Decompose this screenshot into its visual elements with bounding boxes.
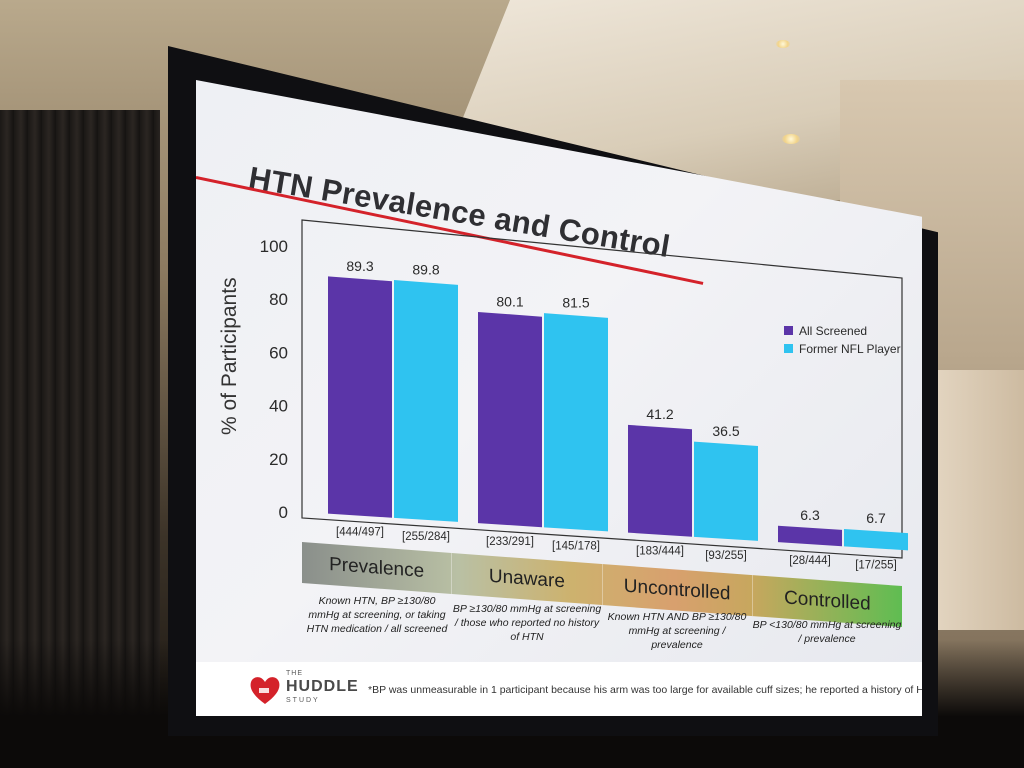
bar-count-label: [183/444] — [636, 546, 684, 558]
bar-value-label: 6.3 — [800, 507, 820, 523]
slide: HTN Prevalence and Control % of Particip… — [196, 80, 922, 716]
heart-helmet-icon — [250, 677, 280, 704]
slide-footer: THE HUDDLE STUDY *BP was unmeasurable in… — [196, 662, 922, 716]
y-tick-label: 0 — [279, 503, 288, 522]
legend-swatch — [784, 344, 793, 353]
bar — [844, 528, 908, 551]
bar — [694, 441, 758, 541]
category-definitions: Known HTN, BP ≥130/80 mmHg at screening,… — [302, 590, 902, 660]
bar — [394, 280, 458, 522]
ceiling-light — [782, 134, 800, 144]
footnote: *BP was unmeasurable in 1 participant be… — [368, 684, 922, 696]
bar — [328, 276, 392, 518]
y-tick-label: 40 — [269, 397, 288, 416]
y-tick-label: 80 — [269, 290, 288, 309]
bar — [478, 311, 542, 528]
bar-value-label: 6.7 — [866, 510, 886, 526]
bar-value-label: 80.1 — [496, 293, 523, 309]
bar-count-label: [233/291] — [486, 536, 534, 548]
bar-value-label: 89.8 — [412, 261, 439, 277]
pillar — [930, 370, 1024, 630]
bar-value-label: 89.3 — [346, 258, 373, 274]
ceiling-light — [776, 40, 790, 48]
y-tick-label: 100 — [260, 237, 288, 256]
legend-label: Former NFL Player — [799, 342, 901, 356]
projection-screen: HTN Prevalence and Control % of Particip… — [196, 80, 922, 716]
definition-uncontrolled: Known HTN AND BP ≥130/80 mmHg at screeni… — [607, 611, 747, 651]
huddle-study-logo: THE HUDDLE STUDY — [248, 670, 358, 710]
bar-count-label: [93/255] — [705, 550, 747, 562]
bar-count-label: [444/497] — [336, 527, 384, 539]
logo-the: THE — [286, 670, 303, 677]
definition-unaware: BP ≥130/80 mmHg at screening / those who… — [452, 603, 602, 643]
bar-value-label: 36.5 — [712, 423, 739, 439]
plot-frame — [301, 219, 903, 559]
bar-count-label: [28/444] — [789, 555, 831, 567]
bar-count-label: [17/255] — [855, 559, 897, 571]
legend-label: All Screened — [799, 324, 867, 338]
definition-prevalence: Known HTN, BP ≥130/80 mmHg at screening,… — [306, 595, 448, 635]
logo-sub: STUDY — [286, 697, 320, 704]
bar-count-label: [255/284] — [402, 531, 450, 543]
logo-main: HUDDLE — [286, 678, 359, 695]
definition-controlled: BP <130/80 mmHg at screening / prevalenc… — [752, 619, 902, 645]
bar-value-label: 81.5 — [562, 295, 589, 311]
legend-swatch — [784, 326, 793, 335]
bar — [778, 525, 842, 547]
bar — [544, 313, 608, 532]
bar-value-label: 41.2 — [646, 406, 673, 422]
bar-chart: 0 20 40 60 80 100 89.3 [444/497] 89.8 [255/284] 80… — [260, 219, 908, 571]
bar — [628, 424, 692, 537]
y-tick-label: 60 — [269, 343, 288, 362]
bar-count-label: [145/178] — [552, 540, 600, 552]
y-tick-label: 20 — [269, 450, 288, 469]
